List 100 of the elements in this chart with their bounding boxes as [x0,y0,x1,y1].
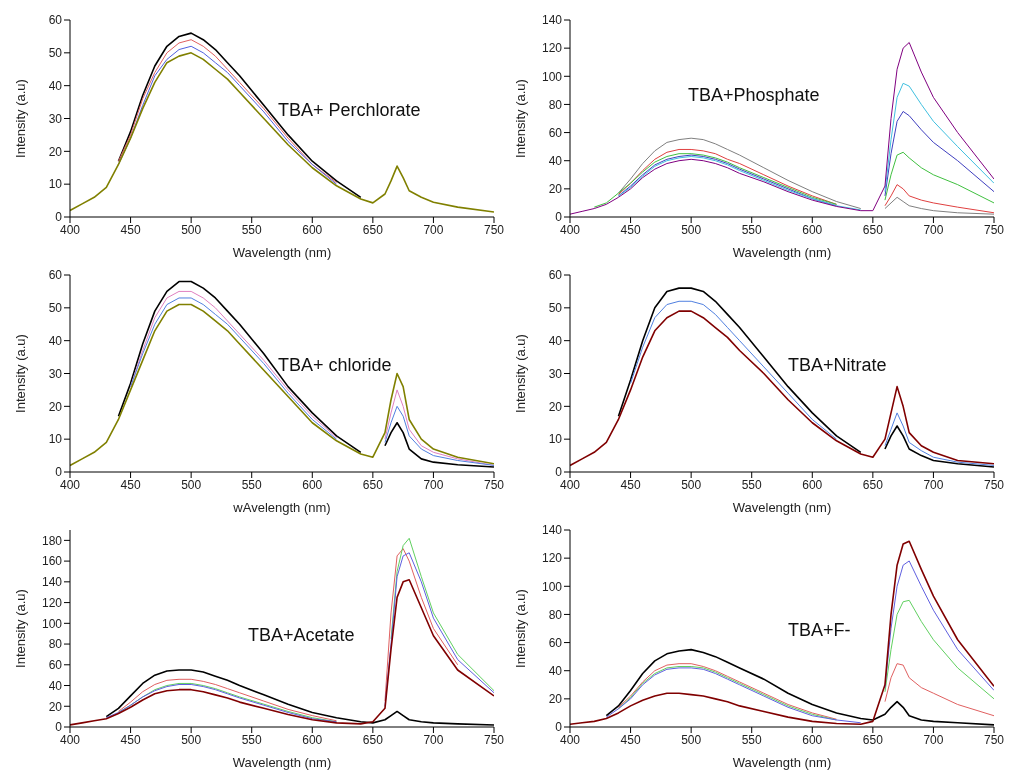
y-tick-label: 20 [548,182,563,197]
y-tick-label: 80 [548,97,563,112]
x-tick-label: 700 [423,222,444,237]
y-tick-label: 140 [541,13,563,28]
x-tick-label: 750 [483,222,505,237]
y-tick-label: 40 [548,333,563,348]
y-tick-label: 20 [48,699,63,714]
x-tick-label: 650 [362,222,384,237]
y-tick-label: 40 [548,663,563,678]
x-tick-label: 550 [241,222,263,237]
x-tick-label: 600 [302,222,323,237]
x-tick-label: 450 [120,222,141,237]
x-tick-label: 650 [862,222,884,237]
x-axis-title: Wavelength (nm) [232,755,332,770]
y-tick-label: 0 [55,210,63,225]
y-tick-label: 20 [48,399,63,414]
y-tick-label: 60 [548,268,563,283]
x-tick-label: 550 [741,477,763,492]
x-tick-label: 650 [862,732,884,747]
y-tick-label: 0 [555,465,563,480]
x-tick-label: 500 [681,732,702,747]
y-tick-label: 140 [41,575,63,590]
x-tick-label: 500 [681,477,702,492]
y-axis-title: Intensity (a.u) [512,589,528,668]
x-tick-label: 550 [241,477,263,492]
y-tick-label: 60 [48,268,63,283]
x-tick-label: 400 [559,732,581,747]
x-tick-label: 600 [802,732,823,747]
y-tick-label: 20 [548,692,563,707]
y-tick-label: 120 [541,41,563,56]
y-tick-label: 50 [48,46,63,61]
y-tick-label: 30 [48,111,63,126]
y-tick-label: 100 [41,616,63,631]
x-tick-label: 700 [923,222,944,237]
y-tick-label: 50 [548,301,563,316]
text: TBA+Phosphate [688,84,820,106]
x-tick-label: 450 [120,732,141,747]
y-axis-title: Intensity (a.u) [12,334,28,413]
y-tick-label: 40 [48,333,63,348]
x-tick-label: 750 [483,732,505,747]
y-axis-title: Intensity (a.u) [512,334,528,413]
y-tick-label: 40 [548,153,563,168]
x-tick-label: 650 [862,477,884,492]
line-series [70,52,494,213]
y-tick-label: 60 [548,125,563,140]
x-axis-title: wAvelength (nm) [232,500,331,515]
y-tick-label: 60 [48,658,63,673]
x-tick-label: 600 [302,732,323,747]
y-tick-label: 100 [541,69,563,84]
y-tick-label: 40 [48,78,63,93]
line-series [570,310,994,467]
y-tick-label: 40 [48,678,63,693]
y-tick-label: 30 [48,366,63,381]
x-tick-label: 450 [620,222,641,237]
x-tick-label: 450 [620,732,641,747]
y-tick-label: 60 [48,13,63,28]
y-tick-label: 10 [48,177,63,192]
y-tick-label: 100 [541,579,563,594]
y-tick-label: 0 [55,720,63,735]
x-tick-label: 750 [983,732,1005,747]
y-axis-title: Intensity (a.u) [12,589,28,668]
text: TBA+Acetate [248,625,355,647]
x-tick-label: 550 [241,732,263,747]
x-tick-label: 750 [983,477,1005,492]
x-tick-label: 400 [59,732,81,747]
x-tick-label: 650 [362,477,384,492]
y-tick-label: 120 [41,595,63,610]
y-tick-label: 0 [55,465,63,480]
x-tick-label: 400 [559,477,581,492]
y-tick-label: 180 [41,533,63,548]
x-tick-label: 500 [181,222,202,237]
y-tick-label: 80 [48,637,63,652]
text: TBA+ Perchlorate [278,99,421,121]
y-tick-label: 0 [555,210,563,225]
x-tick-label: 550 [741,222,763,237]
y-axis-title: Intensity (a.u) [12,79,28,158]
x-tick-label: 500 [181,732,202,747]
y-tick-label: 160 [41,554,63,569]
y-tick-label: 30 [548,366,563,381]
x-axis-title: Wavelength (nm) [232,245,332,260]
y-tick-label: 120 [541,551,563,566]
y-tick-label: 80 [548,607,563,622]
y-tick-label: 60 [548,635,563,650]
text: TBA+ chloride [278,354,392,376]
y-tick-label: 10 [548,432,563,447]
x-axis-title: Wavelength (nm) [732,755,832,770]
x-tick-label: 600 [302,477,323,492]
x-tick-label: 550 [741,732,763,747]
x-tick-label: 400 [559,222,581,237]
text: TBA+F- [788,620,851,641]
text: TBA+Nitrate [788,354,887,376]
x-tick-label: 400 [59,222,81,237]
x-axis-title: Wavelength (nm) [732,245,832,260]
x-tick-label: 700 [423,477,444,492]
y-tick-label: 0 [555,720,563,735]
y-tick-label: 140 [541,523,563,538]
x-tick-label: 700 [923,732,944,747]
y-tick-label: 50 [48,301,63,316]
x-tick-label: 650 [362,732,384,747]
x-tick-label: 500 [181,477,202,492]
